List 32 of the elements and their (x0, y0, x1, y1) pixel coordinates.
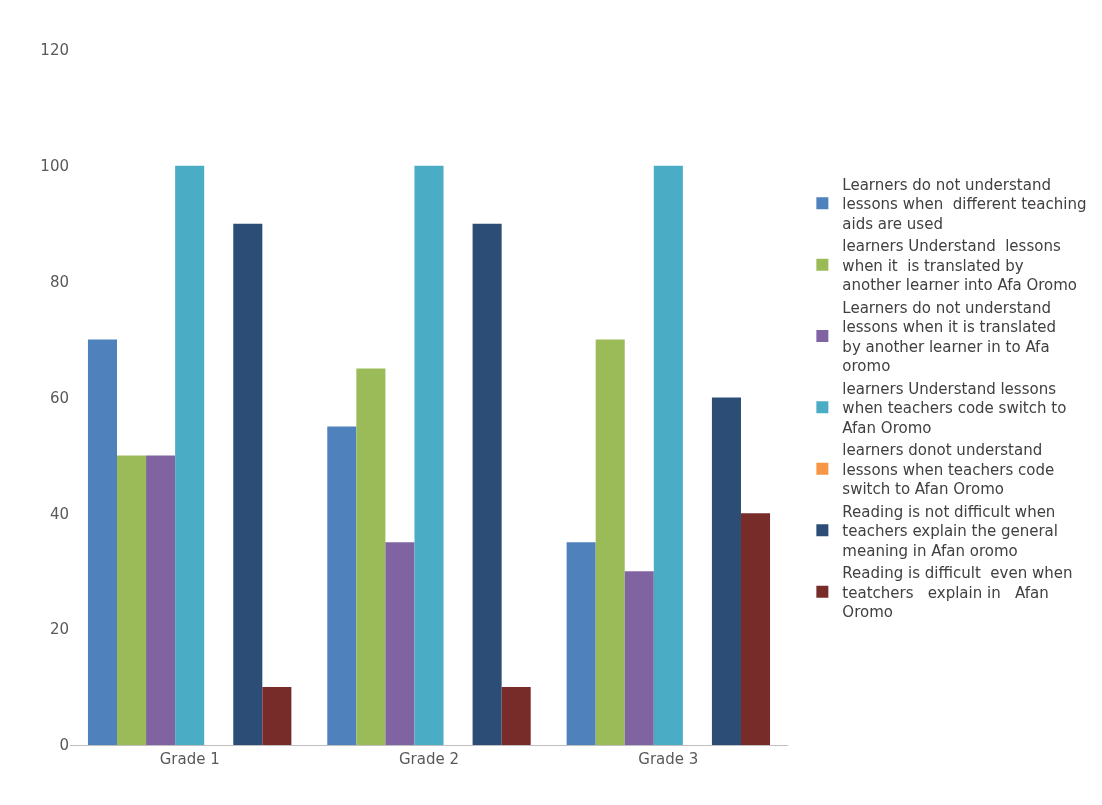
y-tick-label: 40 (49, 504, 69, 523)
bar (233, 223, 263, 745)
x-tick-label: Grade 3 (638, 750, 699, 768)
legend-label: Reading is not difficult when teachers explain the general meaning in Afan oromo (842, 502, 1058, 560)
legend-label: Reading is difficult even when teatchers explain in Afan Oromo (842, 564, 1073, 622)
y-tick-label: 80 (49, 272, 69, 291)
bar (740, 513, 771, 745)
x-tick-label: Grade 1 (159, 750, 220, 768)
bar (87, 339, 118, 745)
bar (175, 165, 205, 745)
bar (472, 223, 502, 745)
bar (146, 455, 176, 745)
legend-label: learners donot understand lessons when teachers code switch to Afan Oromo (842, 441, 1055, 499)
bar (566, 542, 596, 745)
bar (385, 542, 415, 745)
bar (356, 368, 386, 745)
bar (414, 165, 444, 745)
bar (262, 687, 292, 745)
bar (653, 165, 683, 745)
x-tick-label: Grade 2 (398, 750, 460, 768)
bar (117, 455, 147, 745)
y-tick-label: 100 (40, 157, 69, 176)
bar (501, 687, 531, 745)
y-tick-label: 120 (40, 41, 69, 60)
bar (624, 571, 654, 745)
legend-label: learners Understand lessons when it is translated by another learner into Afa Oromo (842, 237, 1078, 295)
y-tick-label: 0 (59, 736, 69, 755)
y-tick-label: 20 (49, 620, 69, 639)
y-tick-label: 60 (49, 388, 69, 407)
bar (327, 426, 357, 745)
bar (711, 397, 741, 745)
bar (595, 339, 625, 745)
